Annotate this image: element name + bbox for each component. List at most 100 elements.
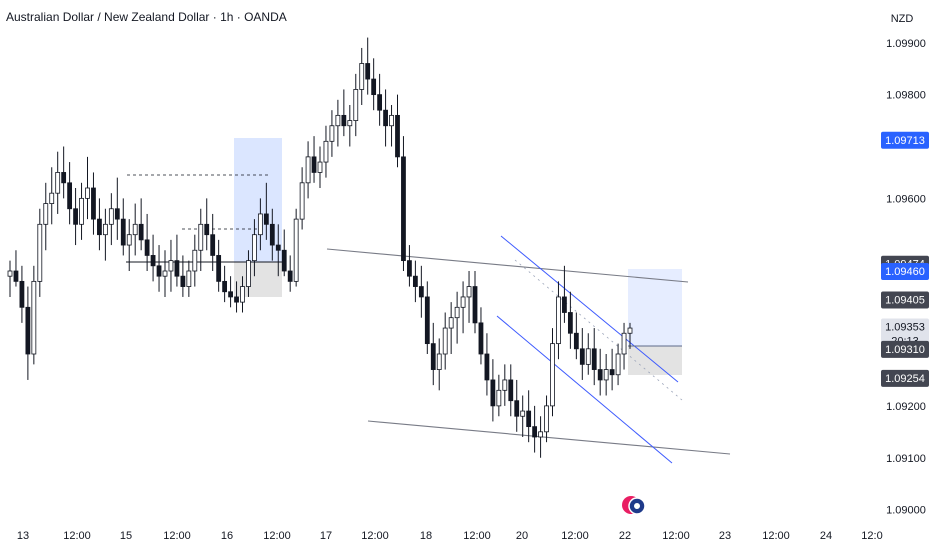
long-position-stop-zone-right[interactable] [628, 346, 682, 375]
candle [91, 172, 96, 235]
drawing-zones [234, 138, 682, 375]
candle [293, 208, 299, 287]
price-badge: 1.09254 [881, 369, 929, 387]
candle [252, 219, 257, 277]
candle [97, 198, 102, 251]
candle [430, 322, 436, 386]
time-tick-label: 15 [120, 530, 132, 542]
price-badge: 1.09405 [881, 291, 929, 309]
candle [371, 58, 377, 111]
candle [567, 291, 573, 349]
candle [341, 89, 347, 137]
candle [544, 395, 549, 443]
candle [448, 302, 454, 354]
candle [562, 265, 567, 323]
candle [478, 307, 484, 365]
candle [126, 219, 132, 271]
candle [168, 239, 174, 292]
candle [186, 260, 192, 297]
candle [359, 47, 365, 105]
candle [240, 276, 245, 313]
candle [162, 250, 168, 297]
channel-upper-line[interactable] [326, 248, 689, 283]
candle [275, 224, 281, 277]
candle [204, 198, 210, 251]
event-markers[interactable] [622, 496, 646, 515]
blue-channel-upper[interactable] [500, 235, 679, 383]
candle [246, 250, 251, 297]
candle [401, 136, 406, 271]
candle [556, 281, 561, 360]
candle [31, 265, 37, 365]
time-tick-label: 12:00 [163, 530, 191, 542]
candle [317, 146, 323, 188]
candle [335, 99, 341, 147]
candle [496, 374, 502, 417]
candle [228, 276, 233, 308]
time-tick-label: 12:00 [561, 530, 589, 542]
time-tick-label: 12:00 [762, 530, 790, 542]
price-badge: 1.09460 [881, 263, 929, 280]
time-tick-label: 12:00 [662, 530, 690, 542]
candle [269, 208, 275, 261]
candle [311, 136, 317, 183]
price-tick-label: 1.09600 [886, 193, 926, 205]
candle [573, 312, 579, 360]
time-tick-label: 22 [619, 530, 631, 542]
candle [19, 265, 25, 323]
candle [579, 328, 585, 380]
time-tick-label: 12:0 [861, 530, 882, 542]
price-badge-text: 1.09405 [885, 295, 925, 307]
candle [442, 312, 448, 370]
candle [621, 322, 627, 370]
price-labels: 1.097131.094741.094601.094051.0935320:13… [881, 131, 929, 387]
candle [287, 255, 293, 292]
candle [108, 193, 114, 246]
time-tick-label: 13 [17, 530, 29, 542]
candle [466, 271, 472, 323]
candle [347, 105, 353, 147]
economic-event-flag-icon[interactable] [622, 496, 646, 515]
candle [329, 110, 335, 157]
time-axis[interactable]: 13 12:00 15 12:00 16 12:00 17 12:00 18 12:00 20 12:… [17, 530, 883, 542]
candle [389, 105, 394, 147]
candle [615, 343, 621, 386]
candle [514, 379, 520, 432]
candle [365, 37, 371, 95]
time-tick-label: 17 [320, 530, 332, 542]
candle [490, 359, 496, 422]
candle [79, 182, 84, 240]
candle [609, 348, 615, 391]
candle [526, 390, 532, 443]
time-tick-label: 23 [719, 530, 731, 542]
candle [85, 156, 90, 220]
long-position-profit-zone[interactable] [234, 138, 282, 262]
blue-channel-lower[interactable] [496, 315, 673, 464]
candle [383, 89, 388, 147]
candle [216, 239, 222, 292]
channel-lower-line[interactable] [367, 420, 731, 455]
candle [156, 245, 162, 292]
candle [412, 260, 418, 303]
candle [132, 203, 138, 256]
time-tick-label: 12:00 [263, 530, 291, 542]
price-axis[interactable]: NZD 1.09900 1.09800 1.09600 1.09200 1.09100 1.… [886, 13, 926, 517]
dotted-mid-line[interactable] [514, 259, 683, 401]
candle [418, 265, 424, 318]
candle [174, 234, 180, 287]
price-tick-label: 1.09900 [886, 38, 926, 50]
chart-title: Australian Dollar / New Zealand Dollar ·… [6, 10, 287, 24]
candle [597, 348, 603, 396]
price-badge-text: 1.09310 [885, 344, 925, 356]
candle [436, 338, 442, 391]
candle [138, 198, 144, 251]
price-tick-label: 1.09200 [886, 401, 926, 413]
time-tick-label: 12:00 [361, 530, 389, 542]
long-position-profit-zone-right[interactable] [628, 269, 682, 346]
candle [550, 328, 555, 417]
price-badge-text: 1.09713 [885, 135, 925, 147]
price-tick-label: 1.09000 [886, 505, 926, 517]
candle [144, 213, 150, 271]
